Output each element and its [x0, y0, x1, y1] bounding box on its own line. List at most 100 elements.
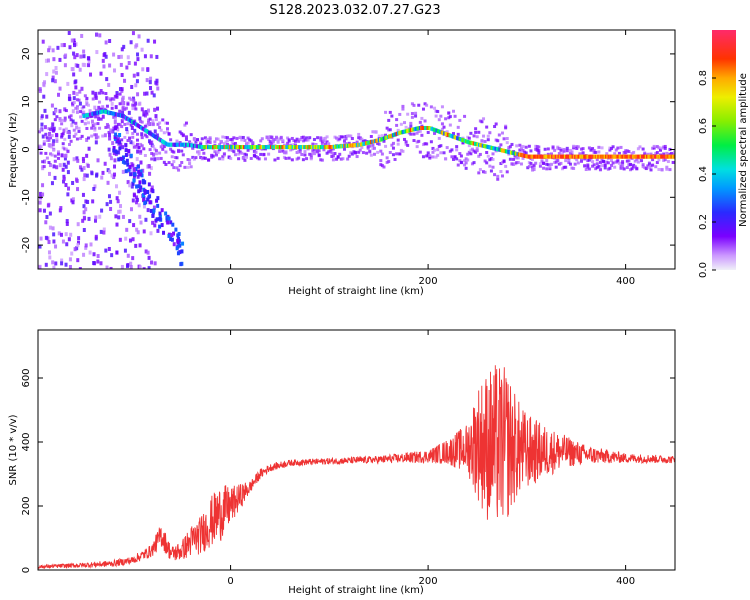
spectrogram-halo [161, 118, 165, 122]
spectrogram-halo [579, 159, 583, 163]
spectrogram-halo [150, 152, 154, 156]
spectrogram-speckle [119, 142, 123, 147]
spectrogram-halo [467, 136, 471, 140]
spectrogram-halo [499, 162, 503, 166]
spectrogram-halo [210, 155, 214, 159]
spectrogram-halo [301, 139, 305, 143]
spectrogram-speckle [80, 167, 84, 172]
spectrogram-speckle [62, 176, 66, 181]
spectrogram-halo [662, 145, 666, 149]
spectrogram-speckle [51, 226, 55, 231]
spectrogram-halo [421, 155, 425, 159]
spectrogram-halo [512, 162, 516, 166]
colorbar: 0.00.20.40.60.8 Normalized spectral ampl… [698, 30, 749, 278]
spectrogram-halo [295, 150, 299, 154]
spectrogram-halo [388, 110, 392, 114]
spectrogram-speckle [94, 140, 98, 145]
spectrogram-halo [546, 163, 550, 167]
spectrogram-speckle [66, 160, 70, 165]
spectrogram-halo [632, 165, 636, 169]
spectrogram-speckle [46, 58, 50, 63]
spectrogram-speckle [52, 139, 56, 144]
spectrogram-speckle [93, 184, 97, 189]
spectrogram-halo [123, 107, 127, 111]
spectrogram-halo [564, 159, 568, 163]
spectrogram-speckle [125, 127, 129, 132]
spectrogram-halo [671, 152, 675, 156]
spectrogram-halo [399, 122, 403, 126]
spectrogram-halo [649, 152, 653, 156]
spectrogram-speckle [156, 228, 160, 233]
spectrogram-halo [504, 164, 508, 168]
spectrogram-halo [281, 149, 285, 153]
spectrogram-halo [385, 126, 389, 130]
spectrogram-halo [600, 164, 604, 168]
spectrogram-halo [561, 167, 565, 171]
spectrogram-halo [382, 165, 386, 169]
spectrogram-halo [284, 156, 288, 160]
spectrogram-halo [575, 145, 579, 149]
spectrogram-halo [273, 158, 277, 162]
spectrogram-halo [218, 143, 222, 147]
spectrogram-speckle [149, 231, 153, 236]
spectrogram-halo [243, 158, 247, 162]
spectrogram-halo [638, 145, 642, 149]
spectrogram-halo [265, 136, 269, 140]
spectrogram-halo [53, 154, 57, 158]
spectrogram-branch-cell [176, 238, 180, 243]
spectrogram-branch-cell [121, 156, 125, 161]
spectrogram-speckle [149, 166, 153, 171]
spectrogram-halo [271, 138, 275, 142]
spectrogram-halo [282, 155, 286, 159]
spectrogram-halo [622, 150, 626, 154]
spectrogram-halo [357, 150, 361, 154]
spectrogram-halo [518, 143, 522, 147]
spectrogram-halo [128, 136, 132, 140]
spectrogram-halo [135, 142, 139, 146]
spectrogram-speckle [113, 68, 117, 73]
spectrogram-halo [576, 161, 580, 165]
spectrogram-halo [110, 106, 114, 110]
spectrogram-speckle [131, 141, 135, 146]
spectrogram-halo [610, 146, 614, 150]
spectrogram-speckle [97, 116, 101, 121]
spectrogram-speckle [68, 265, 72, 269]
spectrogram-speckle [85, 101, 89, 106]
spectrogram-halo [510, 142, 514, 146]
spectrogram-speckle [42, 208, 46, 213]
spectrogram-halo [619, 164, 623, 168]
spectrogram-halo [143, 154, 147, 158]
spectrogram-halo [491, 157, 495, 161]
spectrogram-halo [158, 151, 162, 155]
spectrogram-halo [196, 138, 200, 142]
spectrogram-speckle [112, 52, 116, 57]
spectrogram-halo [605, 160, 609, 164]
spectrogram-halo [58, 127, 62, 131]
spectrogram-halo [213, 150, 217, 154]
spectrogram-speckle [145, 91, 149, 96]
spectrogram-halo [115, 95, 119, 99]
spectrogram-halo [101, 105, 105, 109]
spectrogram-halo [606, 167, 610, 171]
spectrogram-speckle [153, 39, 157, 44]
spectrogram-halo [85, 126, 89, 130]
spectrogram-halo [305, 138, 309, 142]
spectrogram-speckle [50, 181, 54, 186]
spectrogram-halo [282, 151, 286, 155]
spectrogram-halo [158, 126, 162, 130]
spectrogram-halo [167, 161, 171, 165]
spectrogram-halo [488, 158, 492, 162]
spectrogram-halo [38, 130, 41, 134]
spectrogram-halo [475, 147, 479, 151]
spectrogram-halo [458, 159, 462, 163]
spectrogram-halo [52, 148, 56, 152]
spectrogram-halo [391, 141, 395, 145]
spectrogram-branch-cell [172, 231, 176, 236]
spectrogram-halo [654, 152, 658, 156]
spectrogram-halo [200, 137, 204, 141]
spectrogram-halo [129, 116, 133, 120]
spectrogram-speckle [94, 234, 98, 239]
spectrogram-speckle [135, 79, 139, 84]
spectrogram-halo [137, 102, 141, 106]
spectrogram-halo [486, 154, 490, 158]
